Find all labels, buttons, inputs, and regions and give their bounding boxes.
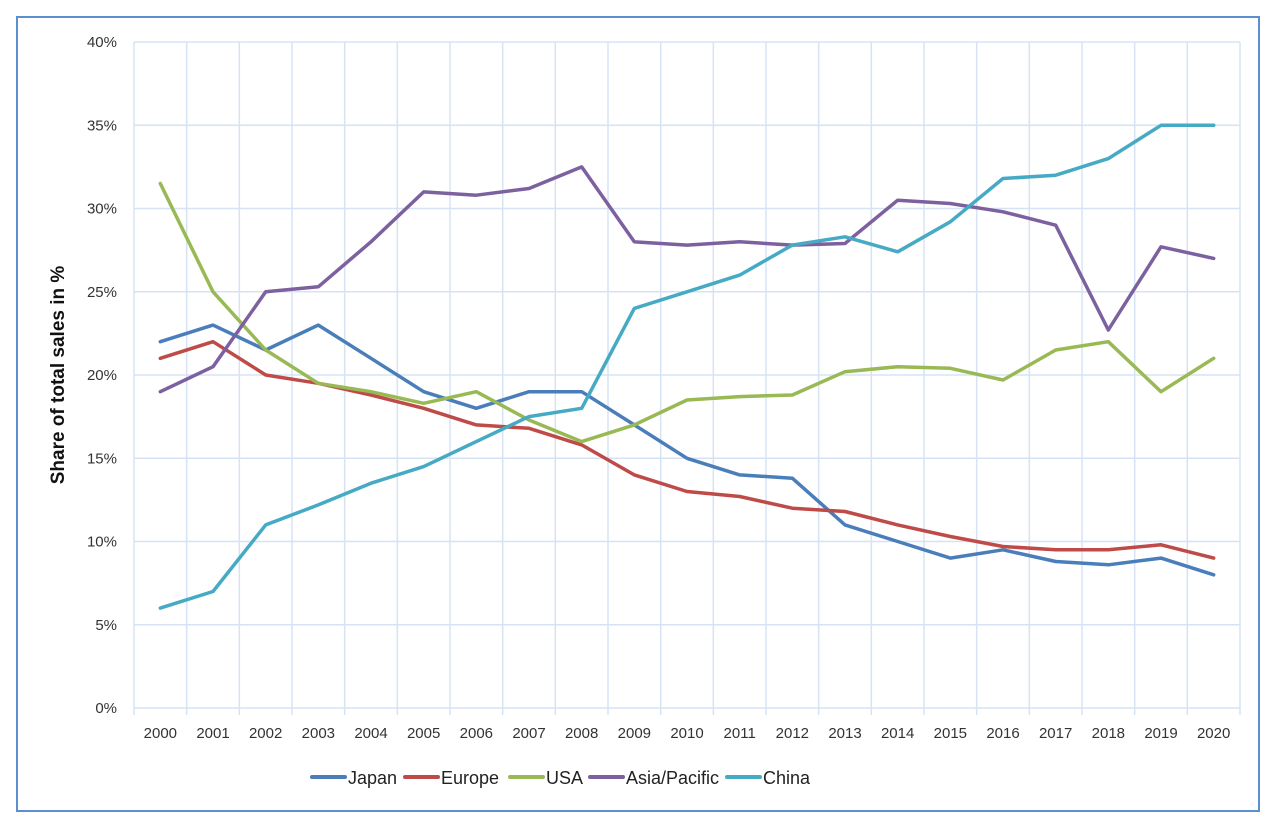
x-tick-label: 2018 (1092, 725, 1125, 742)
x-tick-label: 2011 (724, 725, 756, 742)
y-axis-ticks: 0% 5% 10% 15% 20% 25% 30% 35% 40% (87, 34, 117, 717)
x-tick-label: 2000 (144, 725, 177, 742)
legend-label: Asia/Pacific (626, 768, 719, 788)
x-axis-ticks: 2000 2001 2002 2003 2004 2005 2006 2007 2008 2009… (144, 725, 1231, 742)
x-tick-label: 2013 (828, 725, 861, 742)
y-tick-label: 30% (87, 201, 117, 218)
x-tick-label: 2001 (196, 725, 229, 742)
x-tick-label: 2007 (512, 725, 545, 742)
x-tick-label: 2002 (249, 725, 282, 742)
series-line-usa (158, 181, 1216, 444)
y-tick-label: 15% (87, 450, 117, 467)
legend: Japan Europe USA Asia/Pacific China (310, 768, 811, 788)
legend-label: Europe (441, 768, 499, 788)
legend-label: USA (546, 768, 583, 788)
x-tick-label: 2004 (354, 725, 387, 742)
y-tick-label: 20% (87, 367, 117, 384)
y-tick-label: 10% (87, 534, 117, 551)
series-lines (158, 123, 1216, 610)
x-tick-label: 2005 (407, 725, 440, 742)
legend-label: Japan (348, 768, 397, 788)
x-tick-label: 2014 (881, 725, 914, 742)
y-tick-label: 25% (87, 284, 117, 301)
x-tick-label: 2009 (618, 725, 651, 742)
series-line-europe (158, 339, 1216, 560)
series-line-japan (158, 323, 1216, 577)
x-tick-label: 2012 (776, 725, 809, 742)
x-tick-label: 2017 (1039, 725, 1072, 742)
x-tick-label: 2015 (934, 725, 967, 742)
x-tick-label: 2003 (302, 725, 335, 742)
x-tick-label: 2016 (986, 725, 1019, 742)
y-tick-label: 5% (95, 617, 117, 634)
y-tick-label: 35% (87, 117, 117, 134)
chart-frame (16, 16, 1260, 812)
x-tick-label: 2010 (670, 725, 703, 742)
x-tick-label: 2020 (1197, 725, 1230, 742)
y-tick-label: 0% (95, 700, 117, 717)
legend-label: China (763, 768, 811, 788)
y-axis-label: Share of total sales in % (48, 266, 69, 485)
series-line-china (158, 123, 1216, 610)
x-tick-label: 2019 (1144, 725, 1177, 742)
x-tick-label: 2008 (565, 725, 598, 742)
gridlines (133, 41, 1241, 715)
y-tick-label: 40% (87, 34, 117, 51)
x-tick-label: 2006 (460, 725, 493, 742)
series-line-asia-pacific (158, 165, 1216, 394)
